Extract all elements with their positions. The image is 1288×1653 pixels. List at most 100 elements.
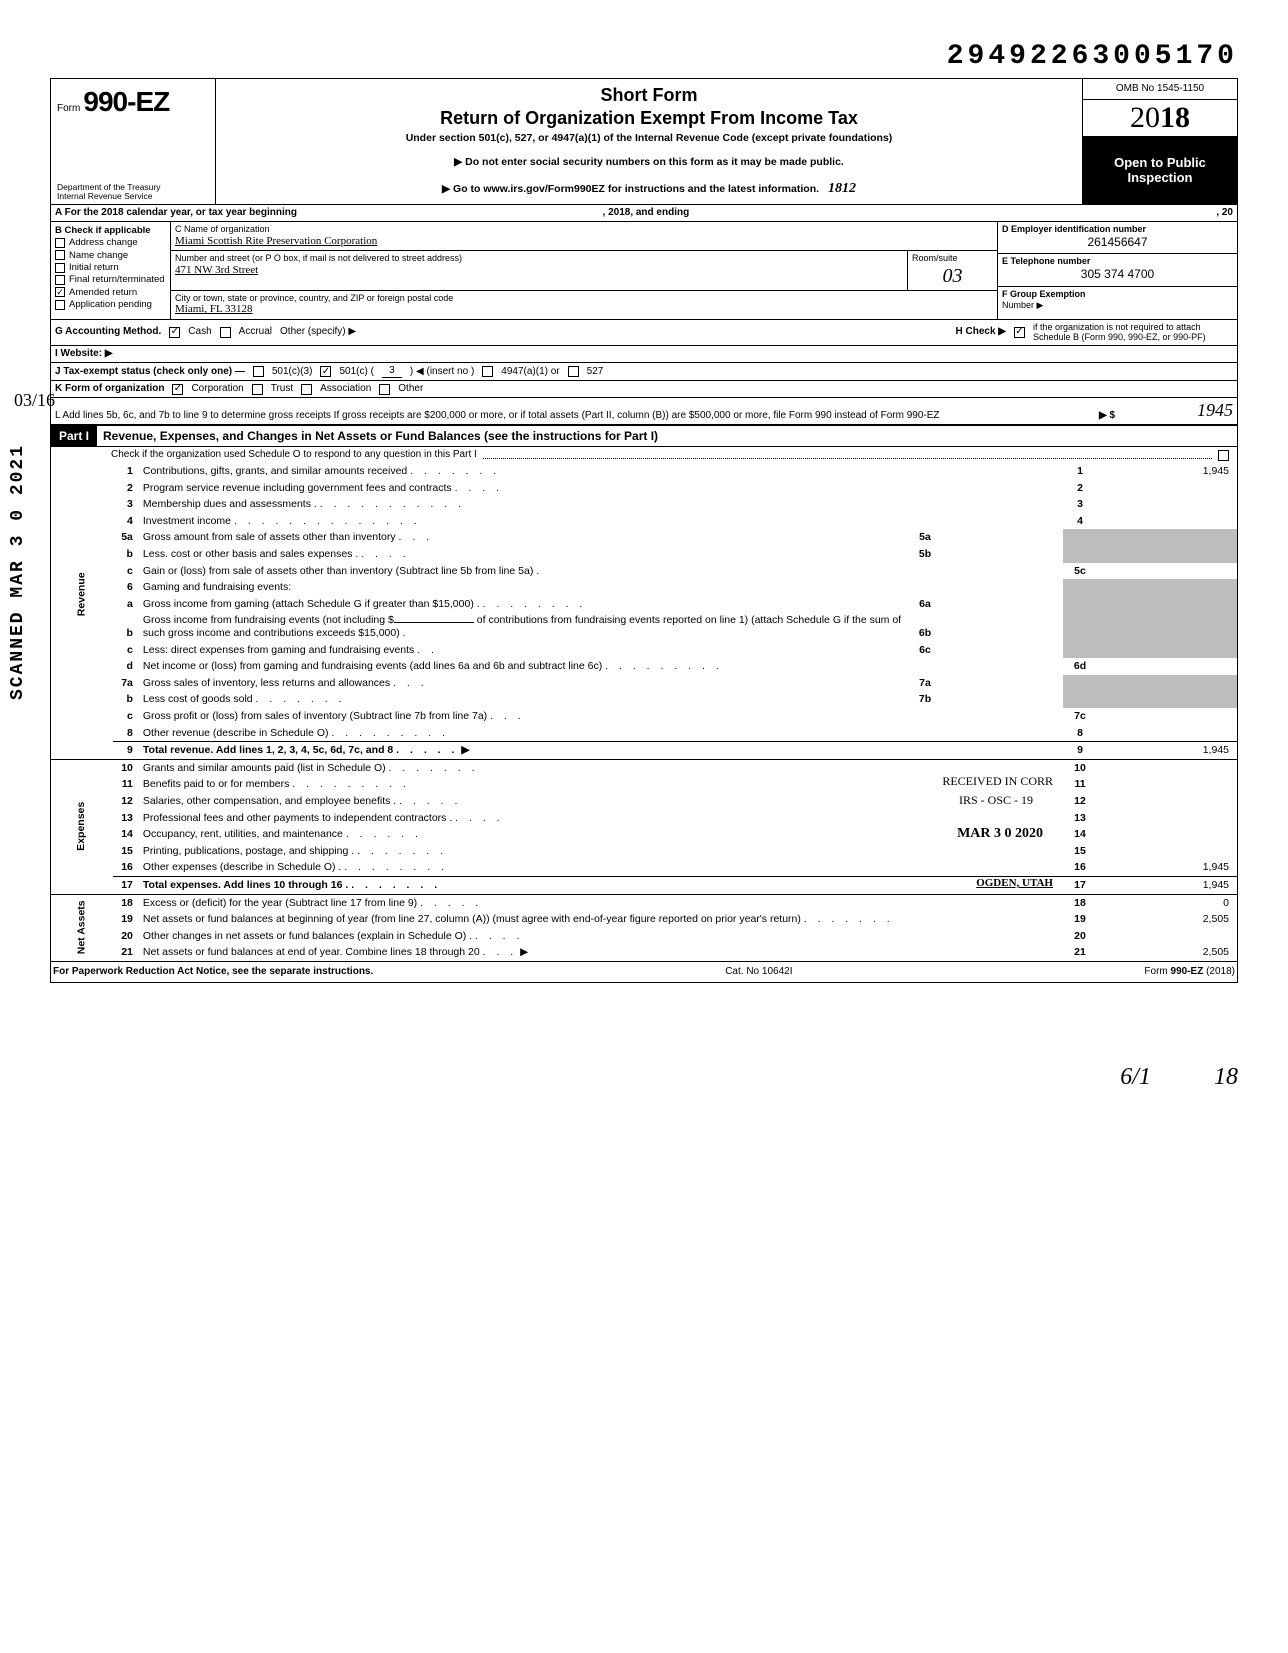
lbl-trust: Trust — [271, 383, 293, 395]
room-value: 03 — [912, 264, 993, 288]
rt-val — [1097, 563, 1237, 580]
block-bcd: B Check if applicable Address change Nam… — [51, 222, 1237, 320]
footer: For Paperwork Reduction Act Notice, see … — [51, 961, 1237, 982]
row-num: 5a — [113, 529, 139, 546]
row-a-mid: , 2018, and ending — [603, 207, 690, 218]
chk-association[interactable] — [301, 384, 312, 395]
chk-schedule-b[interactable]: ✓ — [1014, 327, 1025, 338]
chk-application-pending[interactable]: Application pending — [55, 299, 166, 310]
chk-cash[interactable]: ✓ — [169, 327, 180, 338]
rt-num: 2 — [1063, 480, 1097, 497]
chk-501c3[interactable] — [253, 366, 264, 377]
rt-val: 1,945 — [1097, 876, 1237, 894]
row-num: 16 — [113, 859, 139, 876]
row-num: 7a — [113, 675, 139, 692]
line-k: K Form of organization ✓Corporation Trus… — [51, 381, 1237, 398]
rt-num: 12 — [1063, 793, 1097, 810]
row-desc: Gain or (loss) from sale of assets other… — [143, 565, 539, 577]
chk-schedule-o[interactable] — [1218, 450, 1229, 461]
arrow-icon: ▶ — [520, 946, 528, 958]
lbl-4947: 4947(a)(1) or — [501, 366, 559, 378]
rt-num: 17 — [1063, 876, 1097, 894]
row-desc: Contributions, gifts, grants, and simila… — [143, 465, 407, 477]
chk-527[interactable] — [568, 366, 579, 377]
org-name: Miami Scottish Rite Preservation Corpora… — [175, 235, 993, 248]
row-num: 19 — [113, 911, 139, 928]
rt-num: 16 — [1063, 859, 1097, 876]
inner-val — [943, 675, 1063, 692]
ogden-stamp: OGDEN, UTAH — [976, 877, 1053, 890]
rt-val — [1097, 496, 1237, 513]
label-group-number: Number ▶ — [1002, 300, 1233, 311]
footer-right: Form 990-EZ (2018) — [1144, 966, 1235, 978]
chk-label: Name change — [69, 250, 128, 261]
shade-cell — [1097, 675, 1237, 708]
arrow-line-1: ▶ Do not enter social security numbers o… — [226, 156, 1072, 169]
dept-treasury: Department of the Treasury Internal Reve… — [57, 183, 209, 202]
rt-num: 21 — [1063, 944, 1097, 961]
insert-no: 3 — [382, 365, 402, 378]
header-right: OMB No 1545-1150 2018 Open to Public Ins… — [1082, 79, 1237, 204]
rt-num: 15 — [1063, 843, 1097, 860]
hand-1812: 1812 — [828, 181, 856, 196]
section-b: B Check if applicable Address change Nam… — [51, 222, 171, 319]
chk-501c[interactable]: ✓ — [320, 366, 331, 377]
row-desc: Total revenue. Add lines 1, 2, 3, 4, 5c,… — [143, 744, 393, 756]
part-1-title: Revenue, Expenses, and Changes in Net As… — [97, 426, 1237, 446]
rt-val — [1097, 759, 1237, 776]
line-g-label: G Accounting Method. — [55, 326, 161, 338]
line-i-label: I Website: ▶ — [55, 348, 113, 360]
section-b-title: B Check if applicable — [55, 225, 166, 236]
footer-mid: Cat. No 10642I — [725, 966, 792, 978]
row-desc: Gross income from gaming (attach Schedul… — [143, 598, 480, 610]
side-netassets: Net Assets — [51, 894, 113, 961]
row-desc: Professional fees and other payments to … — [143, 812, 452, 824]
subtitle: Under section 501(c), 527, or 4947(a)(1)… — [226, 132, 1072, 145]
row-num: 8 — [113, 725, 139, 742]
short-form-title: Short Form — [226, 85, 1072, 107]
side-expenses: Expenses — [51, 759, 113, 894]
rt-num: 3 — [1063, 496, 1097, 513]
chk-final-return[interactable]: Final return/terminated — [55, 274, 166, 285]
row-desc: Other revenue (describe in Schedule O) — [143, 727, 329, 739]
check-icon: ✓ — [55, 287, 65, 297]
chk-initial-return[interactable]: Initial return — [55, 262, 166, 273]
main-table: Revenue 1 Contributions, gifts, grants, … — [51, 463, 1237, 961]
chk-amended-return[interactable]: ✓Amended return — [55, 287, 166, 298]
arrow-line-2: ▶ Go to www.irs.gov/Form990EZ for instru… — [226, 181, 1072, 198]
received-stamp-2: IRS - OSC - 19 — [959, 793, 1033, 807]
chk-label: Initial return — [69, 262, 119, 273]
bottom-hand-1: 6/1 — [1120, 1064, 1151, 1090]
org-address: 471 NW 3rd Street — [175, 264, 903, 277]
chk-trust[interactable] — [252, 384, 263, 395]
row-num: 12 — [113, 793, 139, 810]
date-stamp: MAR 3 0 2020 — [957, 826, 1043, 843]
chk-4947[interactable] — [482, 366, 493, 377]
label-phone: E Telephone number — [1002, 256, 1233, 267]
row-desc: Gross profit or (loss) from sales of inv… — [143, 710, 487, 722]
row-num: 14 — [113, 826, 139, 843]
row-desc: Less. cost or other basis and sales expe… — [143, 548, 358, 560]
arrow-line-2-text: ▶ Go to www.irs.gov/Form990EZ for instru… — [442, 183, 819, 195]
row-num: a — [113, 596, 139, 613]
row-desc: Less: direct expenses from gaming and fu… — [143, 644, 414, 656]
rt-num: 11 — [1063, 776, 1097, 793]
chk-corporation[interactable]: ✓ — [172, 384, 183, 395]
open-to-public: Open to Public — [1085, 155, 1235, 171]
year-outline: 20 — [1130, 101, 1160, 134]
rt-val: 1,945 — [1097, 742, 1237, 760]
arrow-icon: ▶ — [461, 744, 469, 756]
line-l-value: 1945 — [1123, 400, 1233, 422]
row-num: 11 — [113, 776, 139, 793]
row-num: c — [113, 708, 139, 725]
rt-val — [1097, 513, 1237, 530]
row-num: 17 — [113, 876, 139, 894]
rt-val — [1097, 928, 1237, 945]
row-num: 1 — [113, 463, 139, 480]
chk-accrual[interactable] — [220, 327, 231, 338]
row-num: 10 — [113, 759, 139, 776]
chk-other-org[interactable] — [379, 384, 390, 395]
chk-name-change[interactable]: Name change — [55, 250, 166, 261]
room-label: Room/suite — [912, 253, 993, 264]
chk-address-change[interactable]: Address change — [55, 237, 166, 248]
